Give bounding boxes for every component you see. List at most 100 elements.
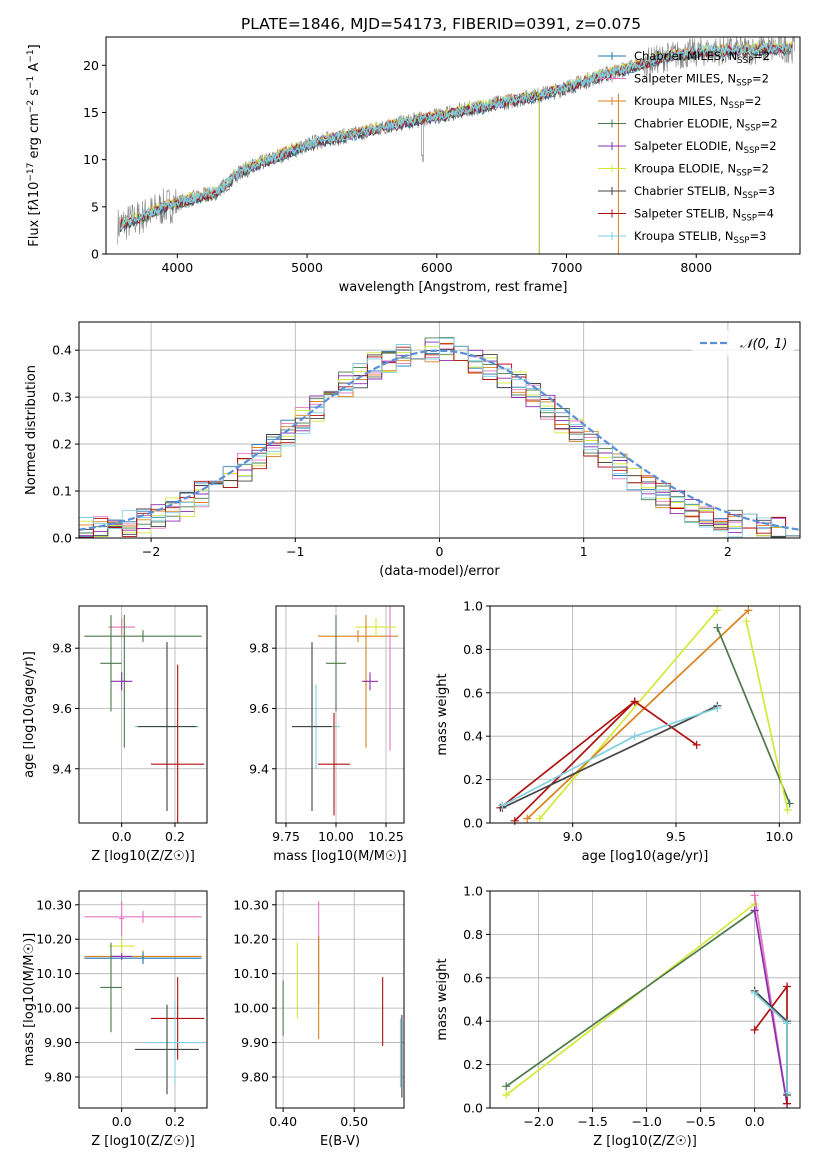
- gaussian-reference-curve: [79, 349, 800, 531]
- legend-label-main: Chabrier STELIB, N: [634, 184, 742, 198]
- axes-frame: [489, 605, 801, 824]
- error-bar-point: [111, 953, 133, 960]
- x-tick-label: 9.5: [666, 829, 686, 844]
- legend-label-sub: SSP: [734, 236, 750, 246]
- y-tick-label: 9.6: [249, 701, 269, 716]
- weight-point-marker: [692, 740, 701, 749]
- y-axis-label: mass [log10(M/M☉)]: [22, 933, 37, 1066]
- y-axis-label: mass weight: [435, 958, 450, 1040]
- y-tick-label: 0.0: [52, 531, 72, 546]
- y-tick-label: 10: [83, 152, 99, 167]
- model-fit-line: [119, 40, 793, 230]
- y-tick-label: 0.6: [463, 685, 483, 700]
- legend-label-tail: =3: [749, 229, 766, 243]
- weight-series-line: [526, 609, 749, 820]
- error-bar-point: [292, 642, 332, 811]
- y-tick-label: 1.0: [463, 884, 483, 899]
- x-tick-label: 9.75: [272, 829, 300, 844]
- weight-series-line: [505, 909, 756, 1087]
- error-bar-point: [388, 606, 392, 751]
- x-tick-label: 0: [436, 544, 444, 559]
- x-tick-label: 0.2: [165, 1114, 185, 1129]
- x-tick-label: 10.25: [368, 829, 404, 844]
- x-axis-label: Z [log10(Z/Z☉)]: [91, 849, 195, 864]
- x-tick-label: 4000: [161, 260, 193, 275]
- residual-histogram-step: [79, 337, 800, 538]
- legend-label: 𝒩(0, 1): [740, 337, 787, 352]
- y-tick-label: 9.80: [44, 1070, 72, 1085]
- model-fit-line: [120, 43, 793, 230]
- legend-label-main: Kroupa MILES, N: [634, 94, 729, 108]
- weight-series: [750, 988, 792, 1097]
- legend-label-tail: =2: [752, 72, 769, 86]
- y-axis-label-part: λ: [27, 198, 42, 207]
- y-tick-label: 10.30: [36, 897, 72, 912]
- x-axis-label: wavelength [Angstrom, rest frame]: [339, 280, 568, 295]
- y-tick-label: 0.2: [52, 437, 72, 452]
- x-tick-label: 0.0: [745, 1114, 765, 1129]
- legend-label-tail: =2: [761, 117, 778, 131]
- y-axis-label-part: 10: [27, 182, 42, 199]
- x-tick-label: 0.50: [340, 1114, 368, 1129]
- y-tick-label: 20: [83, 58, 99, 73]
- y-tick-label: 0.2: [463, 1057, 483, 1072]
- legend-label-main: Kroupa ELODIE, N: [634, 162, 736, 176]
- y-axis-label-part: −1: [26, 49, 36, 62]
- gridlines: [276, 891, 404, 1108]
- error-bar-point: [145, 1001, 205, 1084]
- plot-area: [282, 901, 403, 1098]
- weight-point-marker: [783, 805, 792, 814]
- gridlines: [79, 606, 207, 823]
- y-tick-label: 9.6: [52, 701, 72, 716]
- y-axis-label: Flux [fλ10−17 erg cm−2 s−1 A−1]: [26, 44, 42, 246]
- y-axis-label: age [log10(age/yr)]: [22, 651, 37, 778]
- y-tick-label: 5: [91, 199, 99, 214]
- legend-label-sub: SSP: [745, 124, 761, 134]
- error-bar-point: [356, 618, 396, 637]
- error-bar-point: [108, 939, 135, 953]
- gridlines: [276, 606, 404, 823]
- x-tick-label: 9.0: [563, 829, 583, 844]
- x-tick-label: −1.5: [577, 1114, 607, 1129]
- y-tick-label: 0.4: [463, 729, 483, 744]
- plot-area: [117, 37, 796, 254]
- legend: 𝒩(0, 1): [692, 330, 794, 356]
- x-tick-label: 0.0: [112, 1114, 132, 1129]
- legend-label: Salpeter STELIB, NSSP=4: [634, 207, 774, 224]
- plot-area: [292, 606, 398, 816]
- y-axis-label-part: s: [27, 89, 42, 100]
- chart-mass_vs_Z: 0.0 0.2 9.80 9.90 10.00 10.10 10.20 10.30 Z [log…: [22, 890, 208, 1149]
- error-bar-point: [108, 618, 135, 637]
- y-axis-label-part: −1: [26, 76, 36, 89]
- y-tick-label: 10.30: [233, 897, 269, 912]
- x-axis-label: age [log10(age/yr)]: [582, 849, 709, 864]
- plot-area: [79, 337, 800, 538]
- weight-point-marker: [630, 697, 639, 706]
- axes-frame: [78, 321, 801, 539]
- weight-series-line: [502, 705, 718, 809]
- x-axis-label: mass [log10(M/M☉)]: [273, 849, 406, 864]
- error-bar-point: [135, 1004, 199, 1095]
- weight-point-marker: [523, 814, 532, 823]
- plot-area: [84, 901, 205, 1095]
- error-bar-point: [111, 672, 133, 691]
- error-bar-point: [326, 615, 346, 712]
- x-axis-label: E(B-V): [320, 1134, 360, 1149]
- legend-label-tail: =2: [744, 94, 761, 108]
- weight-series: [523, 606, 753, 823]
- legend-label-sub: SSP: [742, 191, 758, 201]
- weight-series: [535, 606, 722, 823]
- y-tick-label: 0.1: [52, 484, 72, 499]
- chart-residuals: −2 −1 0 1 2 0.0 0.1 0.2 0.3 0.4 (data-model)/error…: [24, 321, 801, 579]
- weight-series: [742, 617, 792, 814]
- y-tick-label: 10.10: [233, 966, 269, 981]
- legend-label: Kroupa STELIB, NSSP=3: [634, 229, 766, 246]
- x-axis-label: (data-model)/error: [379, 564, 500, 579]
- legend-label-sub: SSP: [744, 146, 760, 156]
- x-tick-label: 10.0: [765, 829, 793, 844]
- axes-frame: [105, 36, 801, 255]
- error-bar-point: [100, 942, 122, 1033]
- legend-label-main: Salpeter MILES, N: [634, 72, 736, 86]
- legend-label-tail: =4: [757, 207, 774, 221]
